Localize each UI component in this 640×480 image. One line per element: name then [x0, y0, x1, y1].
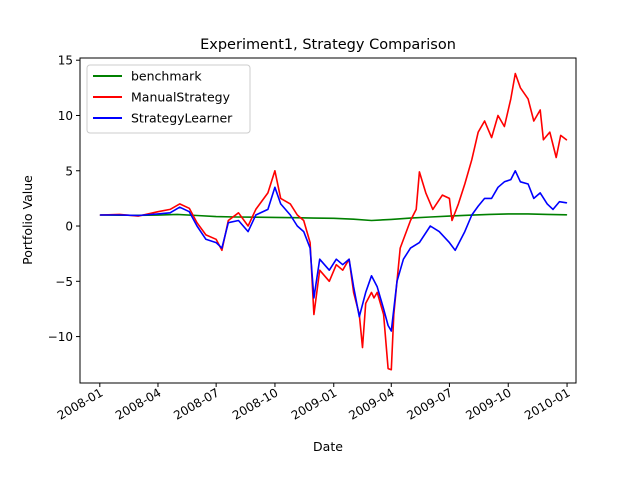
- y-tick-label: −5: [55, 275, 73, 289]
- y-tick-label: 0: [65, 220, 73, 234]
- y-tick-label: 15: [58, 54, 73, 68]
- legend-label-strategylearner: StrategyLearner: [131, 111, 233, 126]
- series-line-manualstrategy: [99, 72, 568, 371]
- legend-label-benchmark: benchmark: [131, 69, 202, 84]
- y-axis-title: Portfolio Value: [20, 175, 35, 265]
- series-layer: [99, 72, 568, 371]
- y-axis: −10 −5 0 5 10 15: [48, 54, 80, 344]
- y-tick-label: 5: [65, 164, 73, 178]
- series-line-strategylearner: [99, 170, 568, 332]
- series-line-benchmark: [99, 213, 568, 222]
- legend-label-manualstrategy: ManualStrategy: [131, 90, 231, 105]
- y-tick-label: −10: [48, 330, 73, 344]
- legend: benchmark ManualStrategy StrategyLearner: [86, 64, 251, 134]
- y-tick-label: 10: [58, 109, 73, 123]
- x-axis-title: Date: [313, 439, 343, 454]
- chart-title: Experiment1, Strategy Comparison: [200, 37, 456, 53]
- plot-frame: [79, 57, 577, 384]
- legend-frame: [86, 64, 251, 134]
